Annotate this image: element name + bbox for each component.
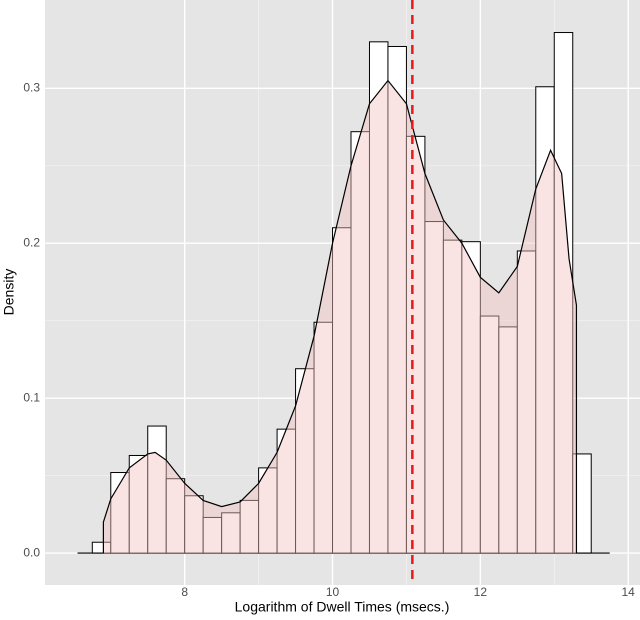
y-tick-label: 0.3 bbox=[23, 80, 40, 94]
y-tick-label: 0.2 bbox=[23, 235, 40, 249]
y-tick-label: 0.0 bbox=[23, 545, 40, 559]
y-axis-title: Density bbox=[1, 269, 17, 316]
density-line bbox=[77, 79, 610, 554]
x-tick-label: 14 bbox=[621, 585, 635, 599]
x-tick-label: 12 bbox=[474, 585, 488, 599]
x-axis-title: Logarithm of Dwell Times (msecs.) bbox=[235, 599, 450, 615]
y-tick-label: 0.1 bbox=[23, 390, 40, 404]
x-tick-label: 8 bbox=[181, 585, 188, 599]
density-area bbox=[77, 80, 610, 554]
bar bbox=[553, 32, 574, 554]
x-tick-label: 10 bbox=[326, 585, 340, 599]
